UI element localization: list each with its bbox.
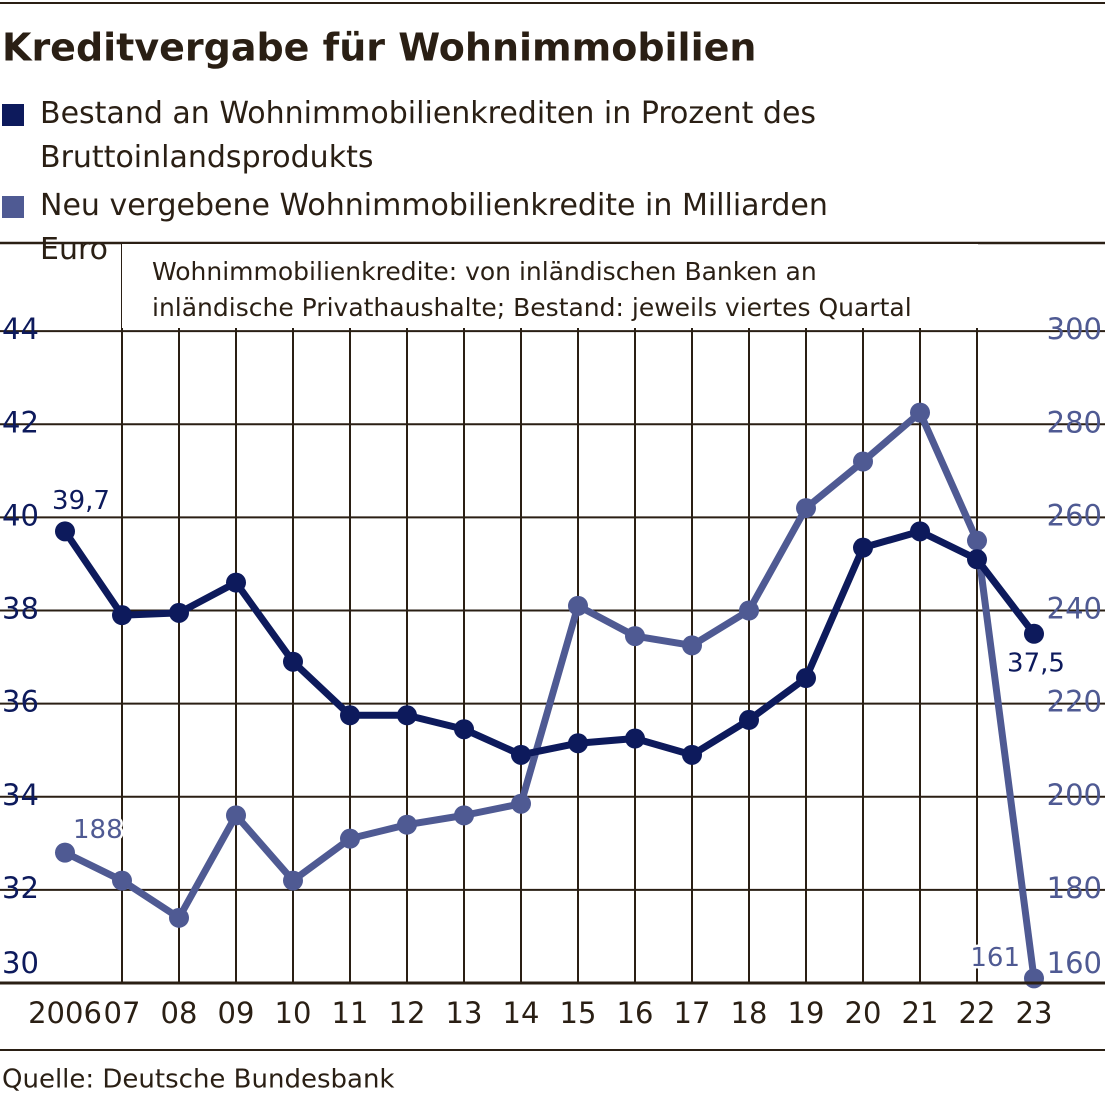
- point: [397, 705, 417, 726]
- point: [568, 595, 588, 616]
- x-tick-label: 16: [617, 996, 654, 1030]
- y2-tick-label: 220: [1047, 685, 1102, 719]
- note-box: [122, 244, 978, 328]
- point: [112, 605, 132, 626]
- x-tick-label: 12: [389, 996, 426, 1030]
- point: [739, 600, 759, 621]
- point: [55, 842, 75, 863]
- x-tick-label: 2006: [28, 996, 102, 1030]
- point: [169, 907, 189, 928]
- y-tick-label: 34: [2, 778, 39, 812]
- x-tick-label: 18: [731, 996, 768, 1030]
- y-tick-label: 32: [2, 871, 39, 905]
- point: [568, 733, 588, 754]
- note-line: inländische Privathaushalte; Bestand: je…: [152, 293, 912, 322]
- point: [340, 828, 360, 849]
- y-tick-label: 30: [2, 946, 39, 980]
- y2-tick-label: 200: [1047, 778, 1102, 812]
- point: [226, 805, 246, 826]
- legend-entry: Bestand an Wohnimmobilienkrediten in Pro…: [0, 92, 1000, 180]
- series-line: [63, 409, 1038, 979]
- point: [454, 719, 474, 740]
- y-tick-label: 38: [2, 592, 39, 626]
- point: [625, 626, 645, 647]
- y-tick-label: 44: [2, 312, 39, 346]
- x-tick-label: 17: [674, 996, 711, 1030]
- x-tick-label: 08: [161, 996, 198, 1030]
- y2-tick-label: 160: [1047, 946, 1102, 980]
- chart-title: Kreditvergabe für Wohnimmobilien: [2, 26, 756, 70]
- legend-swatch: [2, 196, 24, 218]
- x-tick-label: 13: [446, 996, 483, 1030]
- x-tick-label: 10: [275, 996, 312, 1030]
- value-label: 39,7: [52, 486, 110, 516]
- x-tick-label: 11: [332, 996, 369, 1030]
- point: [55, 521, 75, 542]
- point: [910, 402, 930, 423]
- x-tick-label: 22: [959, 996, 996, 1030]
- x-tick-label: 07: [104, 996, 141, 1030]
- point: [967, 530, 987, 551]
- point: [967, 549, 987, 570]
- x-tick-label: 09: [218, 996, 255, 1030]
- marks: 188 161 39,7 37,5: [50, 402, 1067, 989]
- point: [454, 805, 474, 826]
- point: [283, 870, 303, 891]
- point: [796, 498, 816, 519]
- y-tick-label: 36: [2, 685, 39, 719]
- value-label: 161: [970, 943, 1020, 973]
- series-line: [62, 527, 1037, 759]
- legend-label: Bestand an Wohnimmobilienkrediten in Pro…: [40, 96, 817, 175]
- y2-tick-label: 240: [1047, 592, 1102, 626]
- point: [853, 537, 873, 558]
- point: [682, 744, 702, 765]
- x-tick-label: 15: [560, 996, 597, 1030]
- legend-swatch: [2, 104, 24, 126]
- legend: Bestand an Wohnimmobilienkrediten in Pro…: [0, 92, 1000, 276]
- x-tick-label: 14: [503, 996, 540, 1030]
- y2-tick-label: 280: [1047, 405, 1102, 439]
- point: [112, 870, 132, 891]
- y2-tick-label: 300: [1047, 312, 1102, 346]
- point: [796, 668, 816, 689]
- point: [283, 651, 303, 672]
- point: [739, 709, 759, 730]
- legend-label: Neu vergebene Wohnimmobilienkredite in M…: [40, 188, 828, 267]
- value-label: 37,5: [1007, 648, 1065, 678]
- point: [1024, 968, 1044, 989]
- source: Quelle: Deutsche Bundesbank: [2, 1065, 395, 1095]
- point: [682, 635, 702, 656]
- x-tick-label: 20: [845, 996, 882, 1030]
- point: [910, 521, 930, 542]
- point: [1024, 623, 1044, 644]
- point: [226, 572, 246, 593]
- note-line: Wohnimmobilienkredite: von inländischen …: [152, 257, 817, 286]
- y2-tick-label: 180: [1047, 871, 1102, 905]
- point: [625, 728, 645, 749]
- y-tick-label: 40: [2, 498, 39, 532]
- x-tick-label: 19: [788, 996, 825, 1030]
- point: [397, 814, 417, 835]
- x-tick-label: 23: [1016, 996, 1053, 1030]
- x-tick-label: 21: [902, 996, 939, 1030]
- value-label: 188: [73, 815, 123, 845]
- point: [511, 793, 531, 814]
- legend-entry: Neu vergebene Wohnimmobilienkredite in M…: [0, 184, 1000, 272]
- point: [340, 705, 360, 726]
- point: [853, 451, 873, 472]
- y2-tick-label: 260: [1047, 498, 1102, 532]
- point: [511, 744, 531, 765]
- y-tick-label: 42: [2, 405, 39, 439]
- point: [169, 602, 189, 623]
